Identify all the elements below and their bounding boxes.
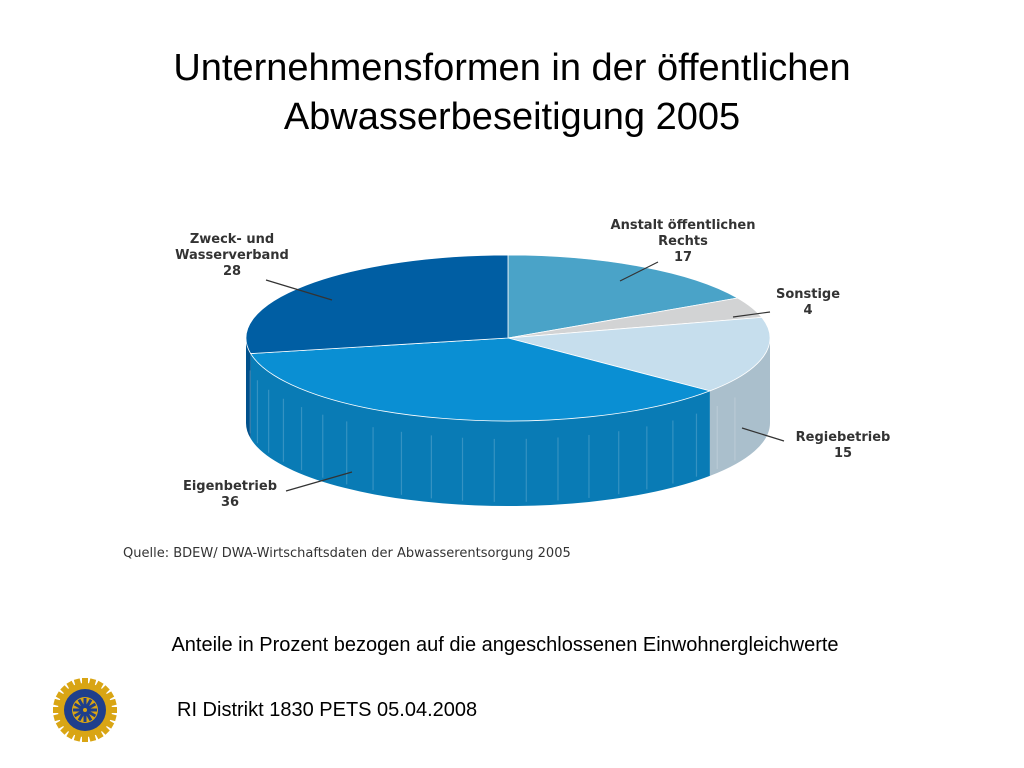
gear-keyway xyxy=(83,708,87,712)
pie-slice-0 xyxy=(507,254,739,339)
slice-label-2: Regiebetrieb xyxy=(796,430,891,445)
gear-tooth xyxy=(82,734,88,742)
slide-title: Unternehmensformen in der öffentlichen A… xyxy=(0,44,1024,142)
slice-value-1: 4 xyxy=(803,303,812,318)
pie-slice-3 xyxy=(249,337,712,422)
footnote: Anteile in Prozent bezogen auf die anges… xyxy=(171,634,839,656)
pie-side-walls xyxy=(246,338,770,506)
pie-side-3 xyxy=(250,353,710,506)
slice-value-4: 28 xyxy=(223,264,241,279)
rotary-logo xyxy=(53,678,117,742)
slice-label-0: Rechts xyxy=(658,234,708,249)
slice-label-4: Wasserverband xyxy=(175,248,289,263)
pie-slice-4 xyxy=(245,254,509,354)
leader-line-0 xyxy=(619,261,659,282)
slice-value-0: 17 xyxy=(674,250,692,265)
leader-line-3 xyxy=(285,471,353,492)
slice-label-0: Anstalt öffentlichen xyxy=(611,218,756,233)
pie-slice-2 xyxy=(507,316,771,392)
pie-side-4 xyxy=(246,338,251,439)
slice-value-2: 15 xyxy=(834,446,852,461)
slice-value-3: 36 xyxy=(221,495,239,510)
chart-source: Quelle: BDEW/ DWA-Wirtschaftsdaten der A… xyxy=(123,546,571,561)
gear-tooth xyxy=(82,678,88,686)
slice-label-4: Zweck- und xyxy=(190,232,274,247)
slice-label-1: Sonstige xyxy=(776,287,840,302)
leader-line-4 xyxy=(265,279,333,301)
pie-side-2 xyxy=(709,338,770,476)
footer-text: RI Distrikt 1830 PETS 05.04.2008 xyxy=(177,699,478,721)
slice-label-3: Eigenbetrieb xyxy=(183,479,277,494)
leader-line-2 xyxy=(741,427,785,442)
leader-line-1 xyxy=(732,311,771,318)
pie-top-slices xyxy=(245,254,771,422)
title-line-1: Unternehmensformen in der öffentlichen xyxy=(173,47,851,89)
title-line-2: Abwasserbeseitigung 2005 xyxy=(283,96,741,138)
